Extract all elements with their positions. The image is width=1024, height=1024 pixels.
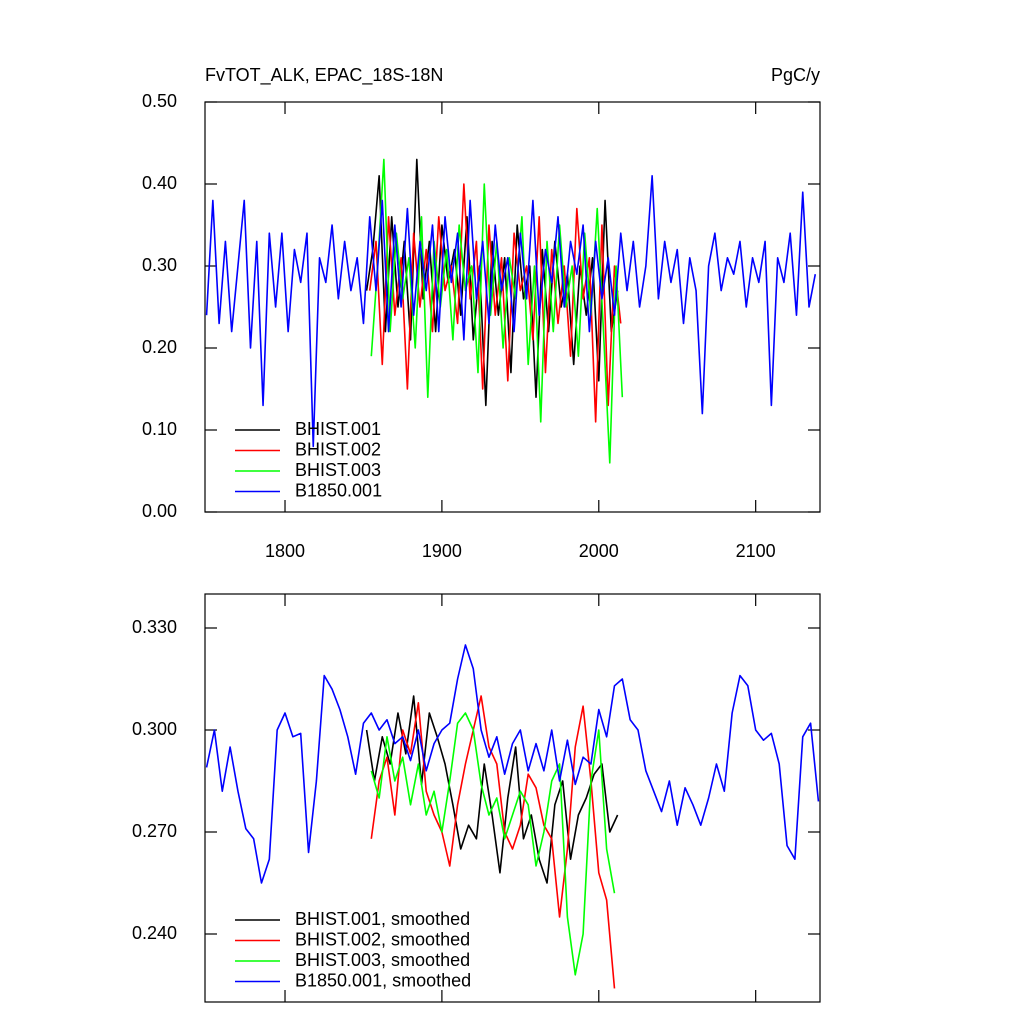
series-line xyxy=(370,712,616,976)
legend-label: B1850.001, smoothed xyxy=(295,970,471,990)
legend-label: BHIST.002, smoothed xyxy=(295,929,470,949)
y-tick-label: 0.50 xyxy=(142,91,177,111)
y-tick-label: 0.30 xyxy=(142,255,177,275)
y-tick-label: 0.10 xyxy=(142,419,177,439)
plot-frame xyxy=(204,101,821,513)
series-line xyxy=(365,695,619,884)
series-line xyxy=(370,695,616,989)
y-tick-label: 0.330 xyxy=(132,617,177,637)
legend-label: BHIST.003, smoothed xyxy=(295,950,470,970)
y-tick-label: 0.20 xyxy=(142,337,177,357)
plot-frame xyxy=(204,593,821,1003)
y-tick-label: 0.00 xyxy=(142,501,177,521)
x-tick-label: 2100 xyxy=(736,541,776,561)
x-tick-label: 1900 xyxy=(422,541,462,561)
legend-label: B1850.001 xyxy=(295,480,382,500)
x-tick-label: 1800 xyxy=(265,541,305,561)
series-line xyxy=(365,158,619,407)
legend-label: BHIST.001 xyxy=(295,419,381,439)
legend-label: BHIST.001, smoothed xyxy=(295,909,470,929)
legend-label: BHIST.003 xyxy=(295,460,381,480)
series-line xyxy=(205,644,820,884)
legend-label: BHIST.002 xyxy=(295,439,381,459)
y-tick-label: 0.240 xyxy=(132,923,177,943)
y-tick-label: 0.40 xyxy=(142,173,177,193)
y-tick-label: 0.300 xyxy=(132,719,177,739)
x-tick-label: 2000 xyxy=(579,541,619,561)
chart-title: FvTOT_ALK, EPAC_18S-18N xyxy=(205,65,443,86)
series-line xyxy=(205,175,817,448)
y-tick-label: 0.270 xyxy=(132,821,177,841)
units-label: PgC/y xyxy=(771,65,820,85)
